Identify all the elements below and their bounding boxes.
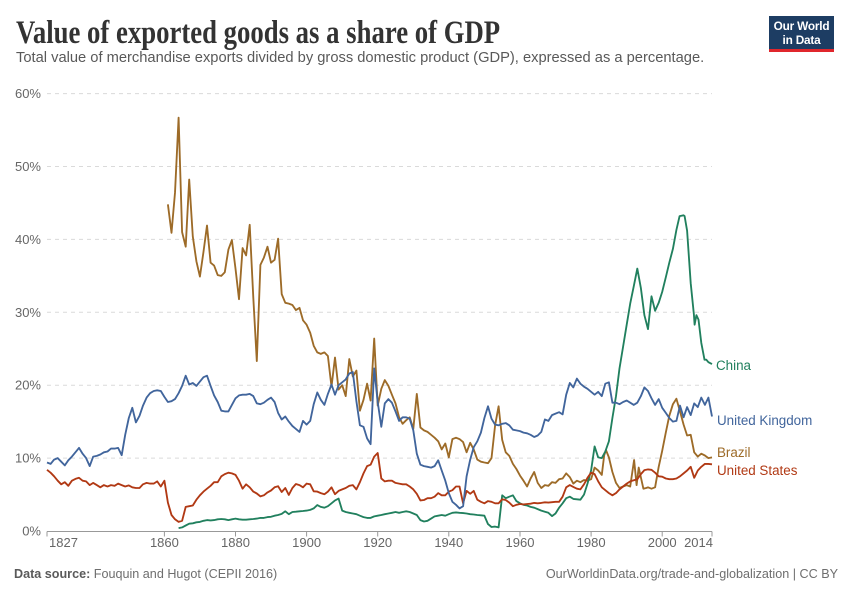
svg-text:10%: 10% — [15, 451, 41, 466]
svg-text:1980: 1980 — [577, 535, 606, 550]
svg-text:2014: 2014 — [684, 535, 713, 550]
svg-text:50%: 50% — [15, 159, 41, 174]
svg-text:Brazil: Brazil — [717, 445, 751, 460]
svg-text:30%: 30% — [15, 305, 41, 320]
svg-text:1960: 1960 — [506, 535, 535, 550]
svg-text:20%: 20% — [15, 378, 41, 393]
svg-text:United Kingdom: United Kingdom — [717, 413, 812, 428]
svg-text:1880: 1880 — [221, 535, 250, 550]
svg-text:China: China — [716, 358, 752, 373]
svg-text:40%: 40% — [15, 232, 41, 247]
svg-text:2000: 2000 — [648, 535, 677, 550]
svg-text:United States: United States — [717, 463, 798, 478]
svg-text:1900: 1900 — [292, 535, 321, 550]
svg-text:1920: 1920 — [363, 535, 392, 550]
svg-text:1860: 1860 — [150, 535, 179, 550]
svg-text:1940: 1940 — [434, 535, 463, 550]
svg-text:0%: 0% — [22, 524, 41, 539]
svg-text:60%: 60% — [15, 86, 41, 101]
svg-text:1827: 1827 — [49, 535, 78, 550]
